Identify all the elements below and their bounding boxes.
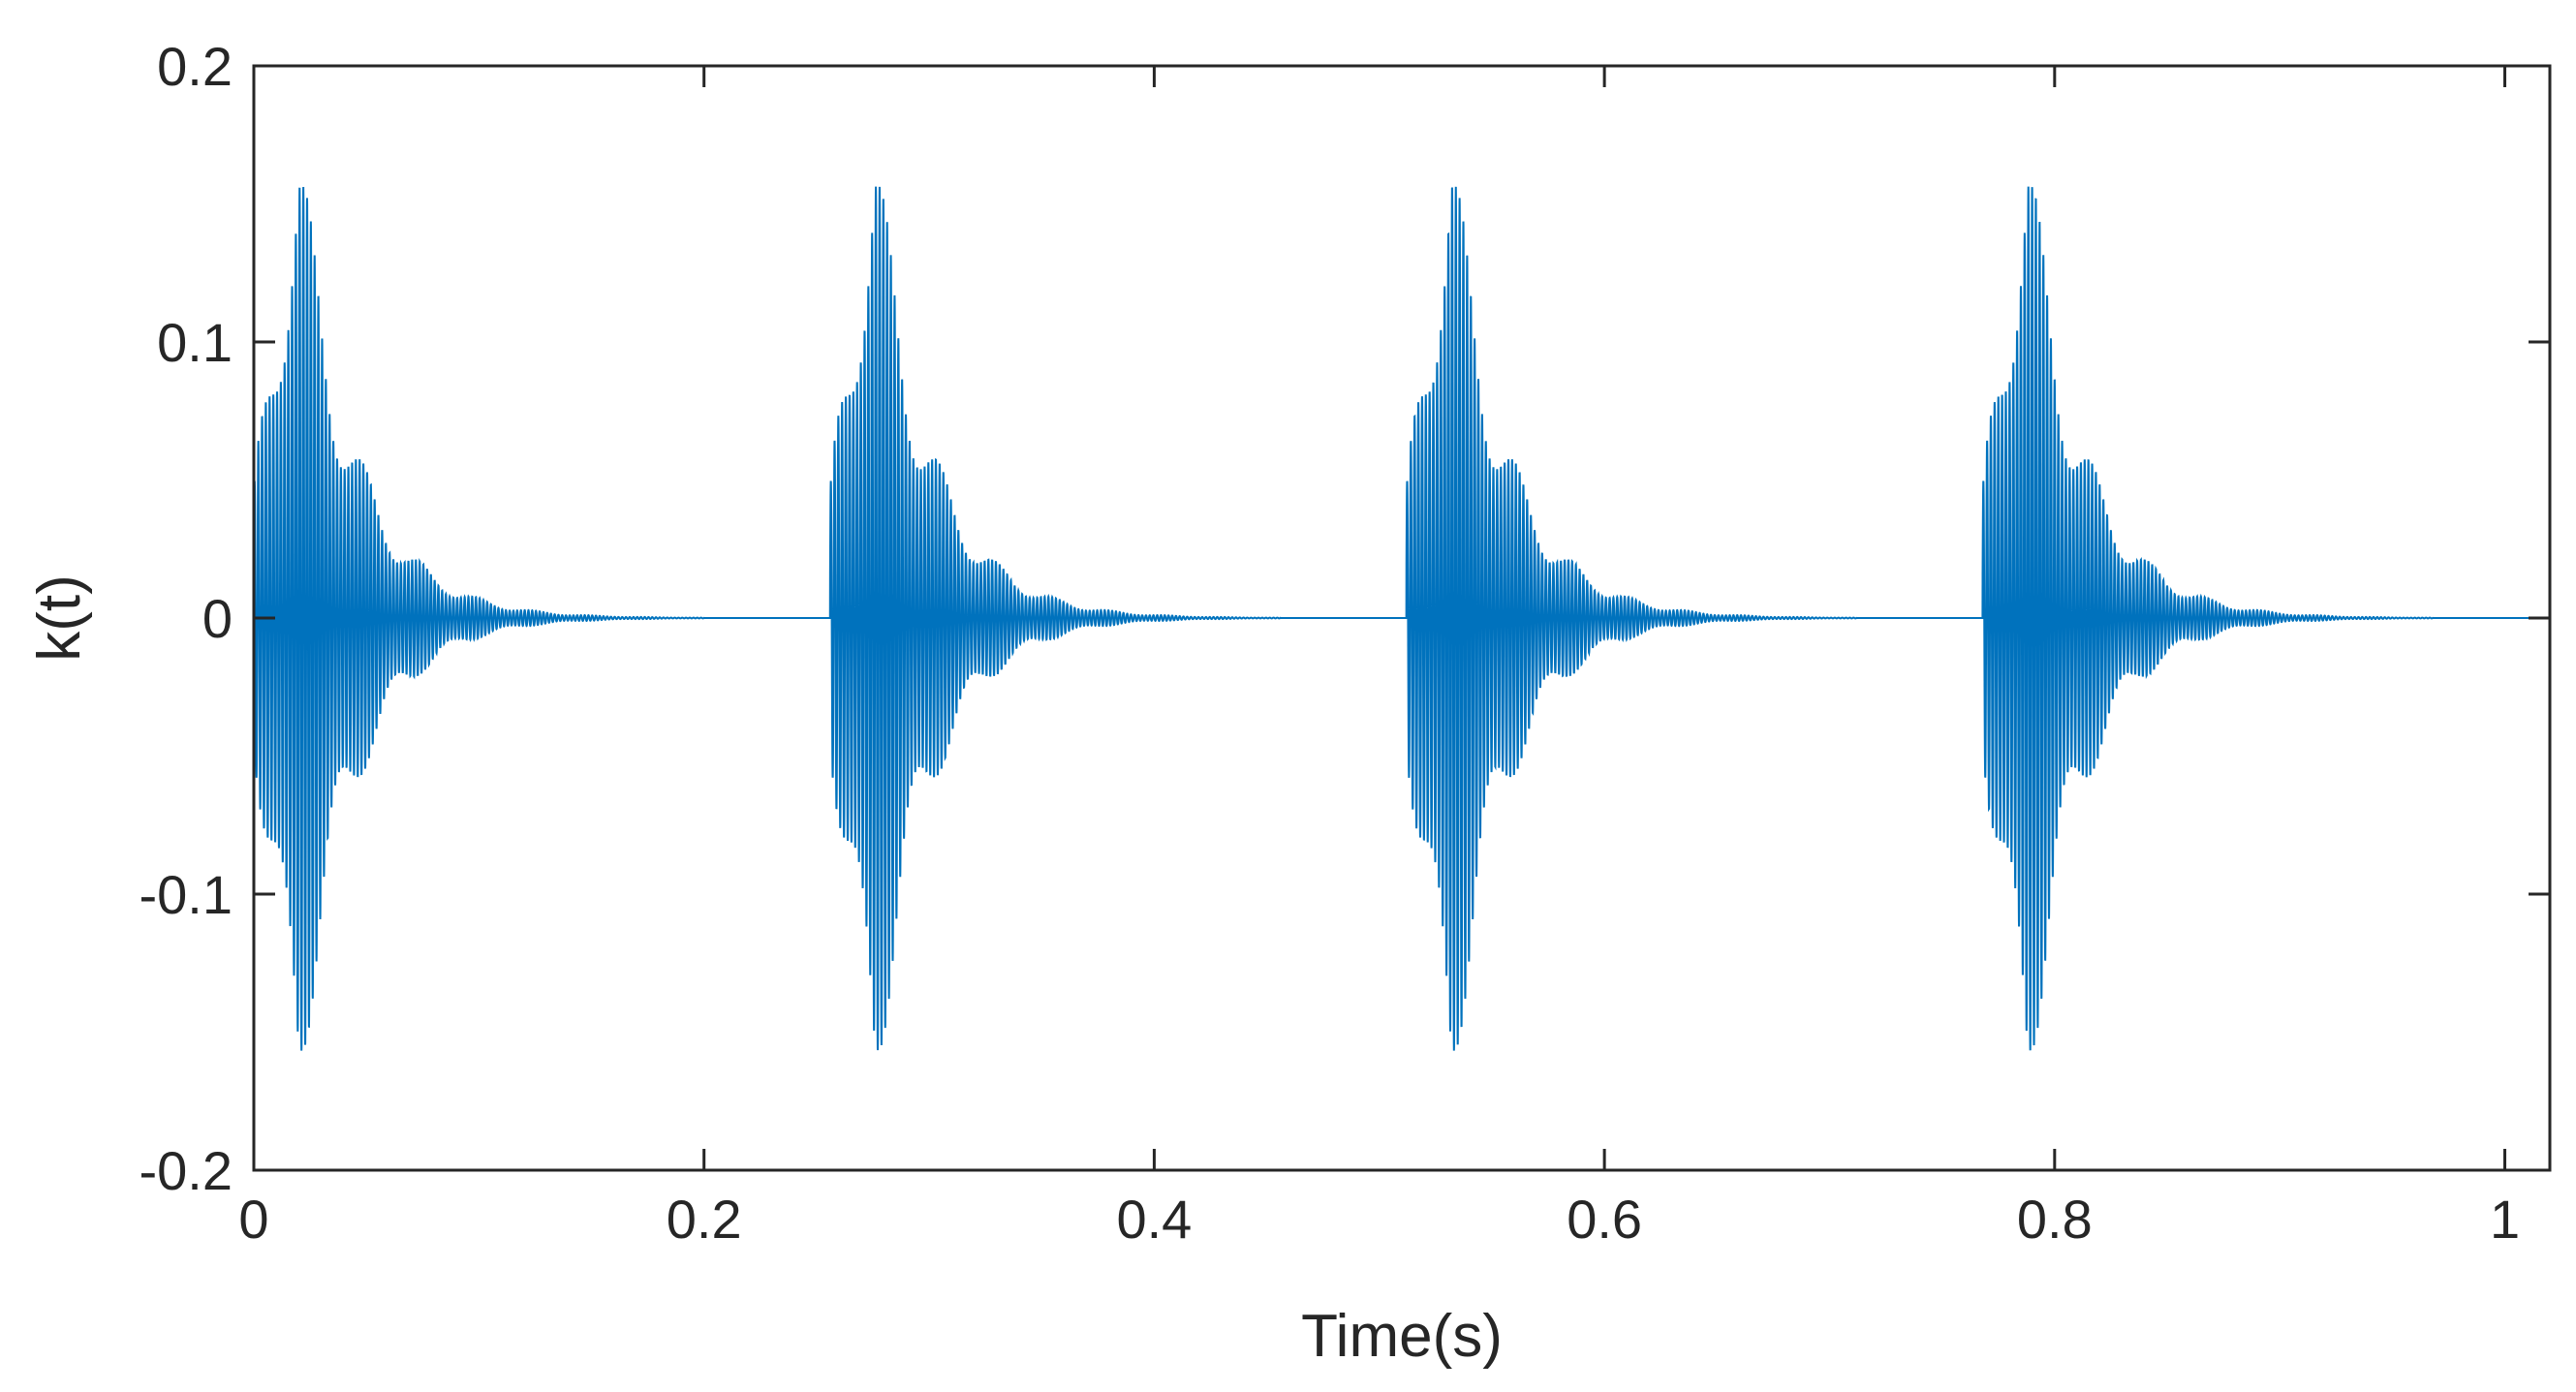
signal-layer	[253, 186, 2550, 1051]
series-line-k-t	[253, 186, 2550, 1051]
x-tick-label: 0.8	[2017, 1189, 2093, 1250]
y-tick-label: 0.1	[157, 312, 233, 373]
y-axis-label: k(t)	[26, 574, 93, 662]
x-axis-label: Time(s)	[1301, 1303, 1503, 1370]
x-tick-label: 0.2	[667, 1189, 742, 1250]
y-tick-label: 0	[202, 588, 233, 649]
x-tick-label: 1	[2490, 1189, 2520, 1250]
y-tick-label: -0.2	[140, 1140, 233, 1201]
x-tick-label: 0.4	[1116, 1189, 1192, 1250]
tick-layer: 0 0.2 0.4 0.6 0.8 1 -0.2 -0.1 0 0.1 0.2	[140, 36, 2550, 1250]
y-tick-label: -0.1	[140, 864, 233, 925]
y-tick-label: 0.2	[157, 36, 233, 97]
x-tick-label: 0.6	[1567, 1189, 1642, 1250]
x-tick-label: 0	[238, 1189, 268, 1250]
